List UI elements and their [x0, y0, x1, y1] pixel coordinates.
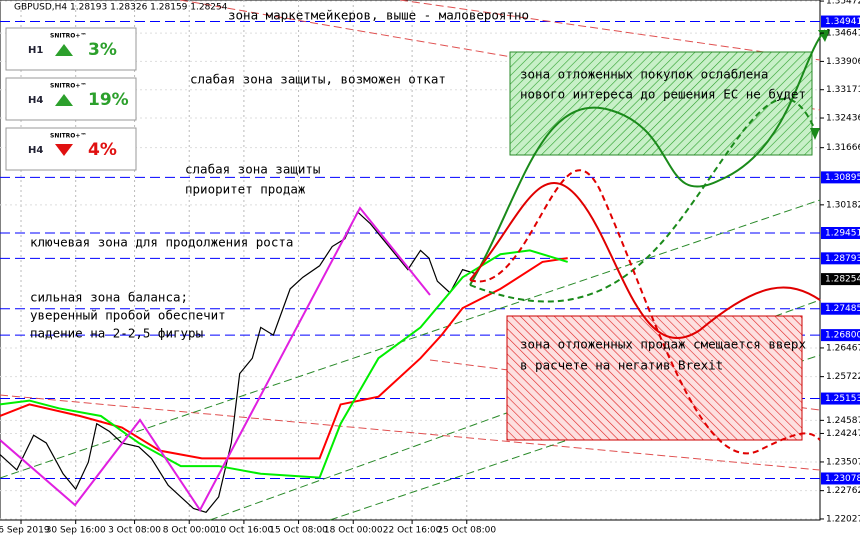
level-box	[821, 472, 860, 485]
widget-arrow	[55, 144, 73, 156]
header: GBPUSD,H4 1.28193 1.28326 1.28159 1.2825…	[14, 3, 228, 13]
widget-arrow	[55, 94, 73, 106]
widget-value: 4%	[88, 140, 117, 160]
widget-box	[5, 27, 137, 71]
widget-arrow	[55, 44, 73, 56]
level-box	[821, 226, 860, 239]
annotation: в расчете на негатив Brexit	[520, 358, 723, 373]
x-tick-label: 10 Oct 16:00	[215, 526, 274, 536]
annotation: слабая зона защиты, возможен откат	[190, 72, 446, 87]
y-tick-label: 1.26467	[826, 343, 860, 353]
x-tick-label: 26 Sep 2019	[0, 526, 50, 536]
annotation: сильная зона баланса;	[30, 290, 188, 305]
y-tick-label: 1.22762	[826, 486, 860, 496]
y-tick-label: 1.33171	[826, 85, 860, 95]
widget-value: 19%	[88, 90, 129, 110]
x-tick-label: 22 Oct 16:00	[383, 526, 442, 536]
level-label: 1.34941	[825, 17, 860, 27]
level-box	[821, 302, 860, 315]
widget-label: SNITRO+™	[50, 33, 86, 40]
y-tick-label: 1.22027	[826, 514, 860, 524]
current-price-label: 1.28254	[825, 275, 860, 285]
annotation: уверенный пробой обеспечит	[30, 308, 226, 323]
annotation: ключевая зона для продолжения роста	[30, 235, 293, 250]
y-tick-label: 1.32436	[826, 114, 860, 124]
current-price-box	[821, 273, 860, 286]
annotation: зона отложенных продаж смещается вверх	[520, 337, 806, 352]
level-label: 1.29451	[825, 228, 860, 238]
level-label: 1.25153	[825, 394, 860, 404]
y-tick-label: 1.24587	[826, 416, 860, 426]
sell-zone	[506, 315, 803, 441]
annotation: зона отложенных покупок ослаблена	[520, 67, 768, 82]
annotation: зона маркетмейкеров, выше - маловероятно	[228, 8, 529, 23]
widget-box	[5, 127, 137, 171]
y-tick-label: 1.35472	[826, 0, 860, 7]
zigzag	[0, 206, 431, 512]
x-tick-label: 8 Oct 00:00	[163, 526, 216, 536]
y-tick-label: 1.31666	[826, 143, 860, 153]
widget-value: 3%	[88, 40, 117, 60]
widget-timeframe: H1	[28, 45, 43, 56]
x-tick-label: 30 Sep 16:00	[46, 526, 106, 536]
level-box	[821, 171, 860, 184]
level-label: 1.23078	[825, 474, 860, 484]
widget-timeframe: H4	[28, 145, 43, 156]
level-box	[821, 252, 860, 265]
annotation: падение на 2-2,5 фигуры	[30, 326, 203, 341]
level-label: 1.30895	[825, 173, 860, 183]
level-label: 1.28793	[825, 254, 860, 264]
x-tick-label: 25 Oct 08:00	[437, 526, 496, 536]
buy-zone	[509, 51, 813, 156]
annotation: слабая зона защиты	[185, 162, 320, 177]
level-label: 1.27485	[825, 304, 860, 314]
annotation: приоритет продаж	[185, 182, 306, 197]
series-line	[0, 257, 568, 460]
x-tick-label: 3 Oct 08:00	[108, 526, 161, 536]
y-tick-label: 1.33906	[826, 57, 860, 67]
series-line	[0, 210, 476, 513]
level-box	[821, 392, 860, 405]
y-tick-label: 1.23507	[826, 457, 860, 467]
widget-box	[5, 77, 137, 121]
x-tick-label: 15 Oct 08:00	[269, 526, 328, 536]
annotation: нового интереса до решения ЕС не будет	[520, 87, 806, 102]
level-box	[821, 15, 860, 28]
y-tick-label: 1.25722	[826, 372, 860, 382]
level-box	[821, 329, 860, 342]
y-tick-label: 1.30182	[826, 200, 860, 210]
widget-label: SNITRO+™	[50, 83, 86, 90]
y-tick-label: 1.24247	[826, 429, 860, 439]
x-tick-label: 18 Oct 00:00	[324, 526, 383, 536]
widget-label: SNITRO+™	[50, 133, 86, 140]
y-tick-label: 1.34641	[826, 29, 860, 39]
level-label: 1.26800	[825, 331, 860, 341]
widget-timeframe: H4	[28, 95, 43, 106]
